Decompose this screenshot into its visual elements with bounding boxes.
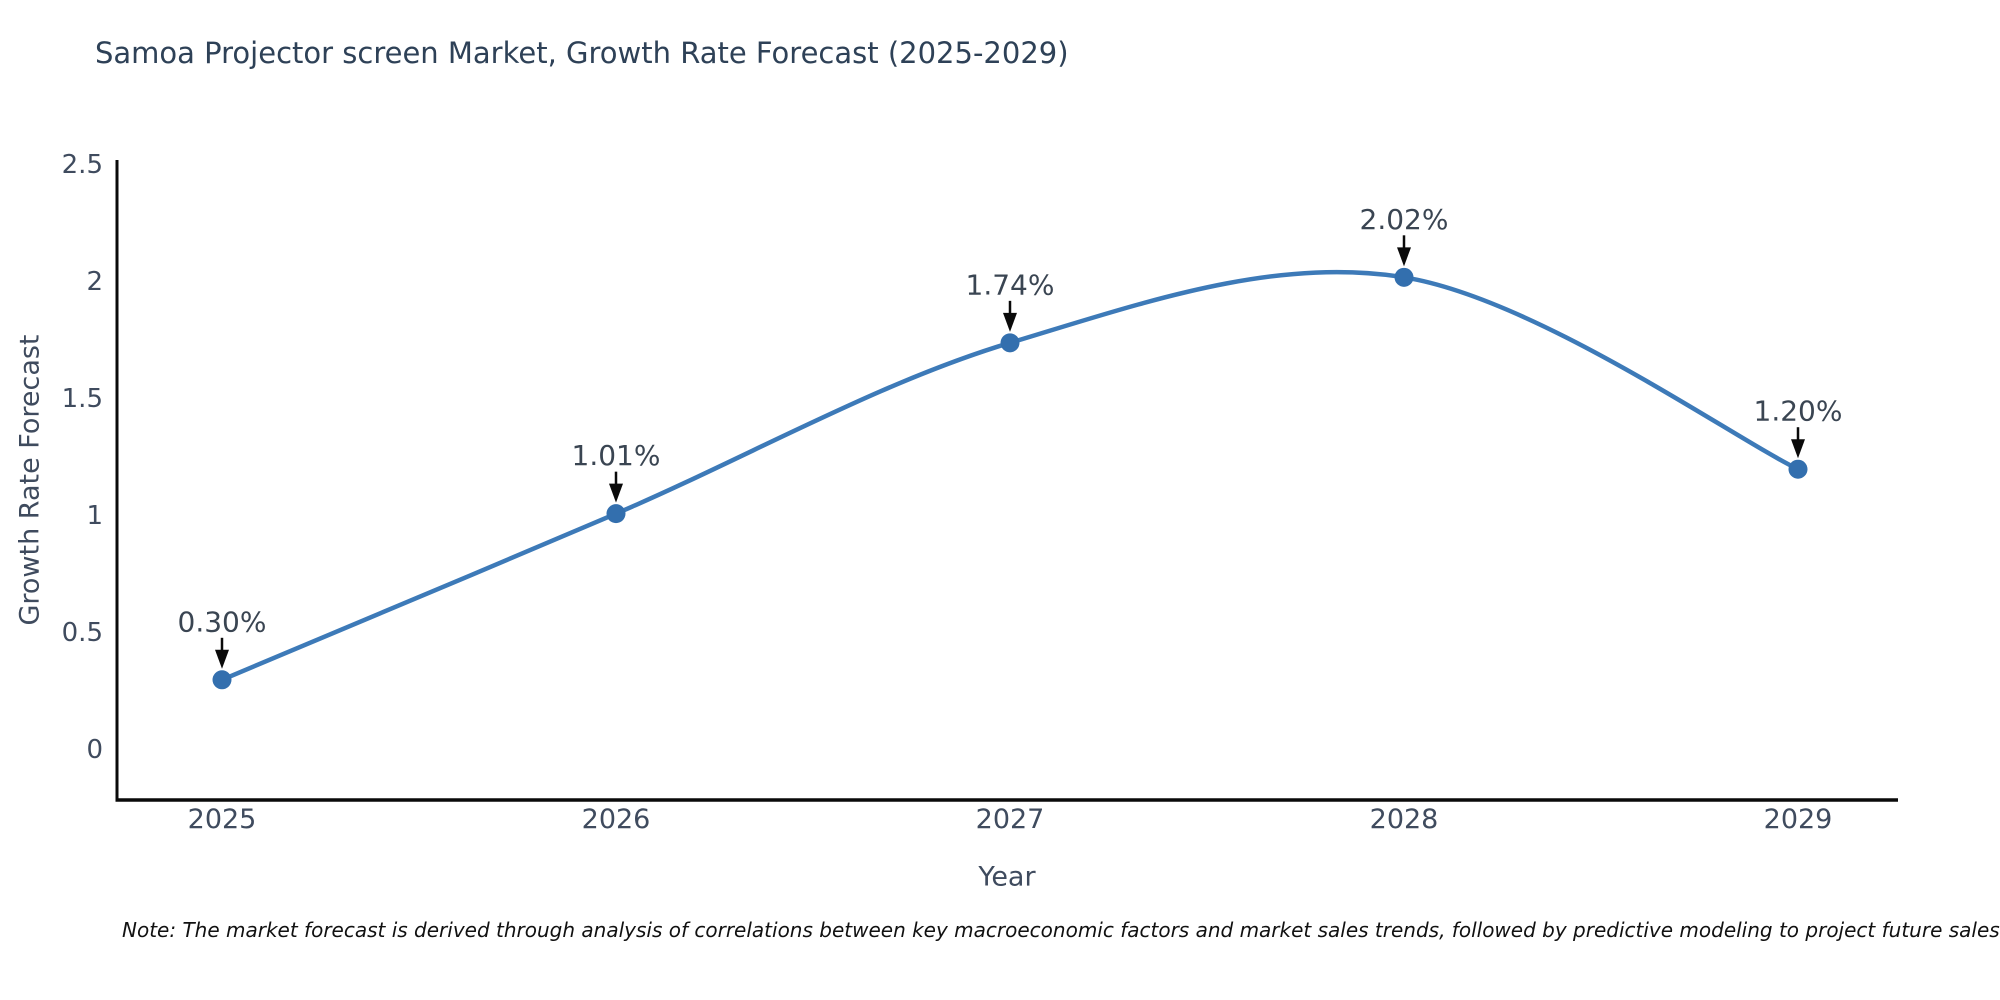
- annotation-arrow-head: [215, 649, 229, 669]
- annotation-arrow-head: [1397, 247, 1411, 267]
- chart-title: Samoa Projector screen Market, Growth Ra…: [95, 36, 1069, 70]
- x-tick-label: 2029: [1764, 804, 1833, 835]
- data-point-marker: [212, 670, 232, 690]
- data-point-marker: [1394, 267, 1414, 287]
- y-tick-label: 2.5: [62, 150, 103, 180]
- y-tick-label: 1: [86, 501, 103, 531]
- data-point-marker: [606, 504, 626, 524]
- series-line: [219, 269, 1801, 683]
- y-tick-label: 0.5: [62, 618, 103, 648]
- x-tick-label: 2025: [188, 804, 257, 835]
- y-tick-label: 1.5: [62, 384, 103, 414]
- y-tick-label: 2: [86, 267, 103, 297]
- x-tick-label: 2028: [1370, 804, 1439, 835]
- data-point-marker: [1788, 459, 1808, 479]
- y-tick-label: 0: [86, 735, 103, 765]
- annotation-arrow-head: [1003, 312, 1017, 332]
- data-point-label: 2.02%: [1360, 203, 1449, 236]
- annotation-arrow-head: [1791, 439, 1805, 459]
- data-point-label: 1.74%: [966, 268, 1055, 301]
- x-tick-label: 2026: [582, 804, 651, 835]
- data-point-marker: [1000, 333, 1020, 353]
- data-point-label: 1.20%: [1754, 395, 1843, 428]
- data-point-label: 0.30%: [178, 605, 267, 638]
- data-point-label: 1.01%: [572, 439, 661, 472]
- annotation-arrow-head: [609, 483, 623, 503]
- x-tick-label: 2027: [976, 804, 1045, 835]
- footnote: Note: The market forecast is derived thr…: [122, 918, 2000, 942]
- y-axis-title: Growth Rate Forecast: [15, 334, 46, 625]
- x-axis-title: Year: [977, 862, 1036, 893]
